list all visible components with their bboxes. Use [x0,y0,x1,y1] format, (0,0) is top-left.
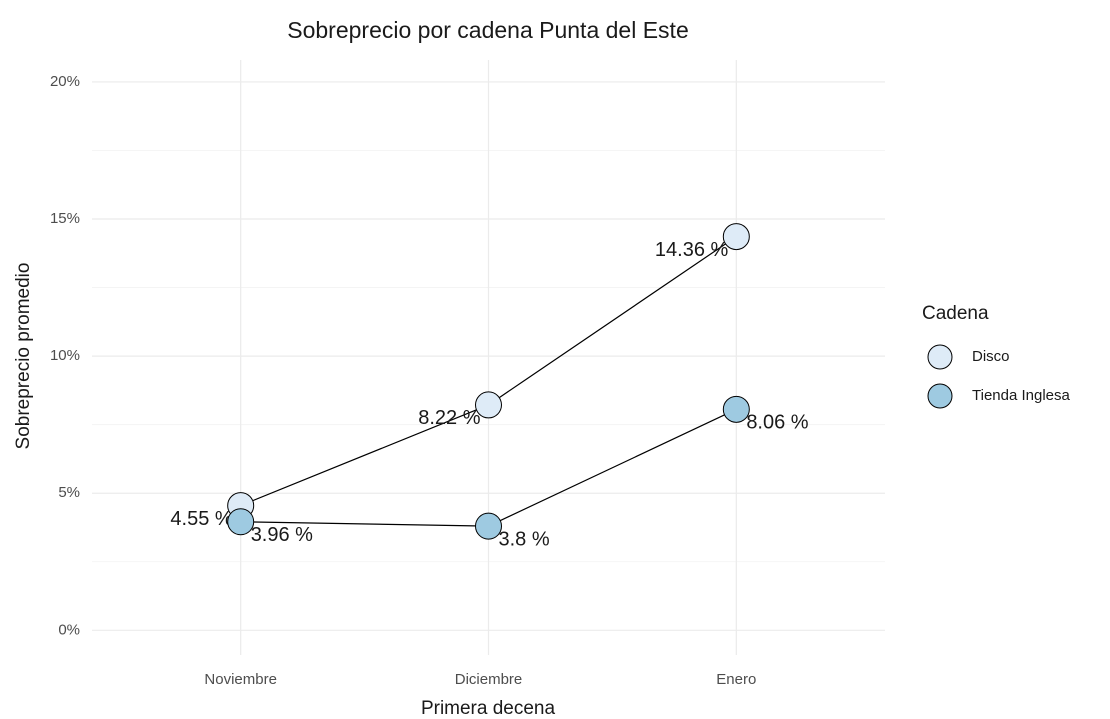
legend-marker [927,344,953,370]
legend-label: Tienda Inglesa [972,387,1071,404]
x-tick-label: Enero [716,671,756,688]
y-axis-label: Sobreprecio promedio [13,263,34,450]
legend-marker [927,383,953,409]
data-label: 4.55 % [170,508,232,530]
point [227,508,255,536]
data-label: 8.22 % [418,407,480,429]
x-tick-label: Noviembre [204,671,277,688]
x-tick-label: Diciembre [455,671,523,688]
y-tick-label: 0% [58,621,80,638]
y-tick-label: 20% [50,73,80,90]
chart-title: Sobreprecio por cadena Punta del Este [287,17,689,43]
data-label: 3.8 % [499,528,550,550]
point [475,512,502,540]
legend-label: Disco [972,348,1010,365]
point [475,391,502,419]
point [722,395,750,423]
y-tick-label: 10% [50,347,80,364]
y-tick-label: 15% [50,210,80,227]
legend-title: Cadena [922,303,989,324]
y-tick-label: 5% [58,484,80,501]
data-label: 3.96 % [251,524,313,546]
data-label: 14.36 % [655,239,729,261]
point [722,223,750,251]
x-axis-label: Primera decena [421,698,556,719]
data-label: 8.06 % [746,412,808,434]
